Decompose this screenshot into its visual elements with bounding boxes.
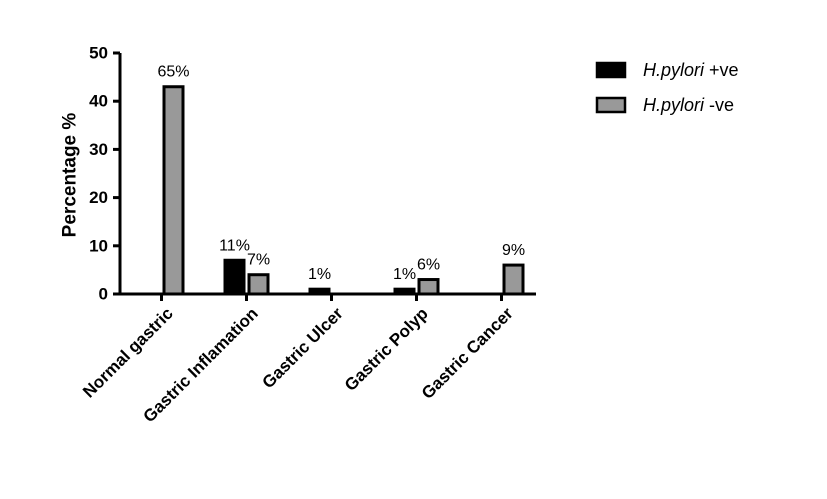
bar-series-1-4 (502, 263, 525, 296)
legend-entry-organism: H.pylori (643, 95, 705, 115)
bar-series-1-3 (417, 278, 440, 296)
bar-series-0-1 (223, 258, 246, 296)
data-label: 6% (417, 257, 440, 274)
legend-swatch (595, 96, 627, 114)
data-label: 1% (308, 266, 331, 283)
data-label: 9% (502, 242, 525, 259)
y-tick-label: 0 (99, 285, 108, 304)
data-label: 65% (157, 64, 189, 81)
x-tick-label: Gastric Cancer (418, 304, 517, 403)
data-labels-layer: 11% 1% 1% 65% 7% 6% 9% (157, 64, 525, 283)
legend-swatch (595, 61, 627, 79)
y-tick-label: 30 (89, 140, 108, 159)
y-tick-label: 50 (89, 44, 108, 63)
x-tick-label: Gastric Ulcer (259, 304, 348, 393)
data-label: 1% (393, 266, 416, 283)
y-tick-label: 20 (89, 188, 108, 207)
x-tick-label: Normal gastric (79, 304, 177, 402)
data-label: 11% (219, 237, 250, 254)
legend: H.pylori +veH.pylori -ve (595, 60, 739, 115)
y-tick-label: 40 (89, 92, 108, 111)
axes-layer (118, 53, 536, 296)
legend-entry-status: -ve (704, 95, 734, 115)
bars-layer (162, 85, 525, 296)
legend-entry-organism: H.pylori (643, 60, 705, 80)
y-tick-label: 10 (89, 236, 108, 255)
bar-series-1-1 (247, 273, 270, 296)
y-ticks-layer: 0 10 20 30 40 50 (89, 44, 120, 304)
legend-entry: H.pylori +ve (643, 60, 739, 80)
x-tick-label: Gastric Polyp (341, 304, 432, 395)
bar-series-1-0 (162, 85, 185, 296)
y-axis-title: Percentage % (60, 113, 81, 238)
data-label: 7% (247, 252, 270, 269)
legend-entry-status: +ve (704, 60, 739, 80)
legend-entry: H.pylori -ve (643, 95, 734, 115)
